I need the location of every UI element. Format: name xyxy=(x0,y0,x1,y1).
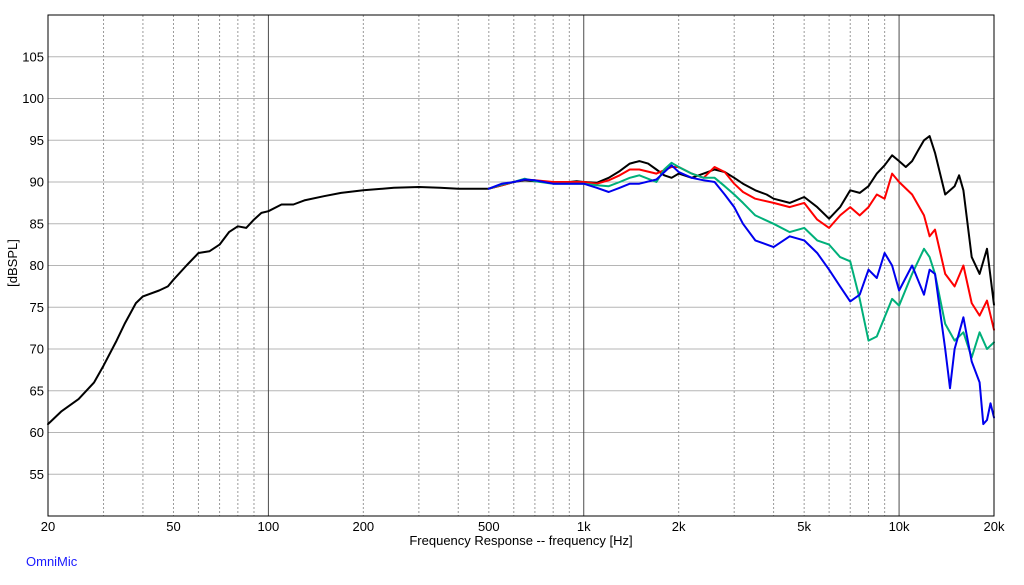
series-line-1 xyxy=(47,135,995,426)
series-group xyxy=(47,135,995,426)
y-axis-label: [dBSPL] xyxy=(5,239,20,287)
x-tick-label: 1k xyxy=(577,519,591,534)
x-tick-label: 200 xyxy=(352,519,374,534)
y-tick-label: 85 xyxy=(30,216,44,231)
y-tick-label: 60 xyxy=(30,425,44,440)
y-tick-label: 80 xyxy=(30,258,44,273)
y-tick-label: 55 xyxy=(30,467,44,482)
y-tick-label: 90 xyxy=(30,175,44,190)
brand-label: OmniMic xyxy=(26,554,78,569)
x-tick-label: 20k xyxy=(984,519,1005,534)
grid xyxy=(48,15,994,516)
x-tick-label: 5k xyxy=(797,519,811,534)
x-tick-label: 2k xyxy=(672,519,686,534)
series-line-2 xyxy=(487,166,995,331)
x-axis-label: Frequency Response -- frequency [Hz] xyxy=(409,533,632,548)
y-tick-label: 75 xyxy=(30,300,44,315)
series-line-4 xyxy=(487,164,995,426)
x-tick-label: 500 xyxy=(478,519,500,534)
x-tick-label: 100 xyxy=(258,519,280,534)
y-tick-label: 100 xyxy=(22,91,44,106)
series-line-3 xyxy=(487,161,995,359)
plot-frame xyxy=(47,14,995,517)
x-tick-labels: 20 50 100 200 500 1k 2k 5k 10k 20k xyxy=(41,519,1005,534)
x-tick-label: 50 xyxy=(166,519,180,534)
y-tick-labels: 55 60 65 70 75 80 85 90 95 100 105 xyxy=(22,49,44,482)
y-tick-label: 105 xyxy=(22,49,44,64)
x-tick-label: 20 xyxy=(41,519,55,534)
y-tick-label: 95 xyxy=(30,133,44,148)
y-tick-label: 70 xyxy=(30,342,44,357)
x-tick-label: 10k xyxy=(889,519,910,534)
y-tick-label: 65 xyxy=(30,383,44,398)
